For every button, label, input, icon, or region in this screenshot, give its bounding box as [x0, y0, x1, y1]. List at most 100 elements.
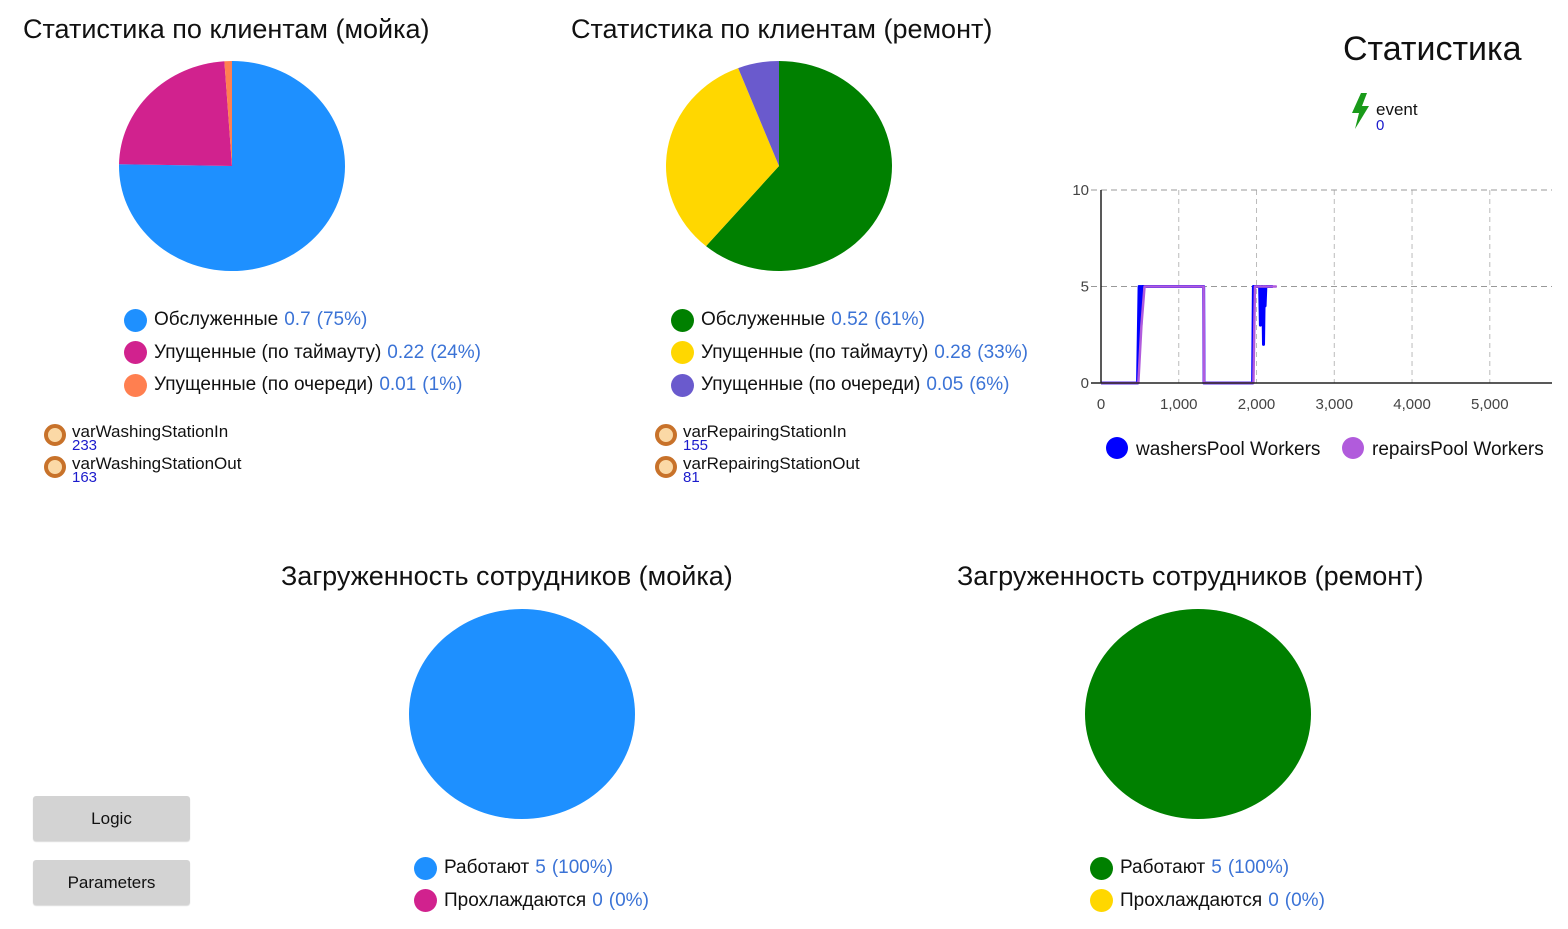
legend-swatch — [1090, 856, 1113, 880]
legend-swatch — [1342, 437, 1364, 459]
legend-item: Упущенные (по таймауту) 0.22 (24%) — [124, 337, 481, 370]
legend-value: 0.01 — [379, 374, 417, 396]
legend-percent: (75%) — [316, 309, 368, 331]
legend-label: repairsPool Workers — [1372, 439, 1544, 460]
legend-label: Обслуженные — [154, 309, 279, 331]
repair-staff-legend: Работают 5 (100%) Прохлаждаются 0 (0%) — [1090, 852, 1325, 917]
event-value: 0 — [1376, 117, 1385, 134]
repair-staff-pie — [1085, 609, 1311, 819]
legend-swatch — [414, 856, 437, 880]
legend-label: Упущенные (по очереди) — [154, 374, 374, 396]
variable-value: 163 — [72, 469, 98, 486]
legend-swatch — [124, 341, 147, 365]
legend-item: Прохлаждаются 0 (0%) — [414, 885, 649, 918]
wash-staff-title: Загруженность сотрудников (мойка) — [281, 561, 733, 591]
legend-item: Упущенные (по таймауту) 0.28 (33%) — [671, 337, 1028, 370]
wash-clients-legend: Обслуженные 0.7 (75%) Упущенные (по тайм… — [124, 304, 481, 402]
legend-swatch — [124, 308, 147, 332]
legend-label: Обслуженные — [701, 309, 826, 331]
wash-clients-pie — [119, 61, 345, 271]
variable-icon — [44, 424, 66, 446]
variable-value: 155 — [683, 437, 709, 454]
legend-value: 5 — [1211, 857, 1222, 879]
wash-staff-pie — [409, 609, 635, 819]
repair-staff-title: Загруженность сотрудников (ремонт) — [957, 561, 1424, 591]
legend-item: washersPool Workers — [1106, 437, 1320, 460]
legend-label: Упущенные (по очереди) — [701, 374, 921, 396]
legend-percent: (61%) — [874, 309, 925, 331]
legend-label: Упущенные (по таймауту) — [701, 341, 929, 363]
stats-line-chart: 0 1,000 2,000 3,000 4,000 5,000 0 5 10 washersPo… — [1072, 182, 1552, 460]
variable-name: varWashingStationOut — [72, 454, 242, 473]
legend-value: 0.52 — [831, 309, 869, 331]
pie-slice — [409, 609, 635, 819]
legend-item: Упущенные (по очереди) 0.05 (6%) — [671, 369, 1028, 402]
legend-item: Упущенные (по очереди) 0.01 (1%) — [124, 369, 481, 402]
x-tick-label: 2,000 — [1238, 396, 1276, 413]
legend-swatch — [1106, 437, 1128, 459]
event-label: event — [1376, 100, 1418, 119]
pie-slice — [666, 68, 779, 247]
legend-value: 0 — [1268, 889, 1279, 911]
y-tick-label: 10 — [1072, 182, 1089, 199]
legend-value: 0.7 — [284, 309, 311, 331]
legend-item: Прохлаждаются 0 (0%) — [1090, 885, 1325, 918]
legend-label: Работают — [444, 857, 530, 879]
series-line — [1101, 285, 1274, 385]
legend-swatch — [671, 373, 694, 397]
legend-item: Работают 5 (100%) — [414, 852, 649, 885]
event-item[interactable]: event 0 — [1350, 92, 1440, 134]
variable-icon — [655, 456, 677, 478]
y-tick-label: 5 — [1081, 279, 1089, 296]
variable-icon — [44, 456, 66, 478]
legend-item: repairsPool Workers — [1342, 437, 1544, 460]
wash-staff-legend: Работают 5 (100%) Прохлаждаются 0 (0%) — [414, 852, 649, 917]
legend-percent: (0%) — [608, 889, 649, 911]
legend-swatch — [124, 373, 147, 397]
legend-label: Прохлаждаются — [444, 889, 587, 911]
y-tick-label: 0 — [1081, 375, 1089, 392]
legend-value: 0 — [592, 889, 603, 911]
legend-item: Обслуженные 0.7 (75%) — [124, 304, 481, 337]
pie-slice — [738, 61, 779, 166]
legend-percent: (100%) — [1227, 857, 1290, 879]
parameters-button[interactable]: Parameters — [33, 860, 190, 905]
repair-clients-title: Статистика по клиентам (ремонт) — [571, 14, 993, 44]
legend-percent: (0%) — [1284, 889, 1325, 911]
legend-label: washersPool Workers — [1135, 439, 1320, 460]
logic-button[interactable]: Logic — [33, 796, 190, 841]
pie-slice — [119, 61, 232, 166]
pie-slice — [224, 61, 232, 166]
repair-clients-legend: Обслуженные 0.52 (61%) Упущенные (по тай… — [671, 304, 1028, 402]
x-tick-label: 5,000 — [1471, 396, 1509, 413]
legend-value: 0.22 — [387, 341, 425, 363]
legend-swatch — [414, 889, 437, 913]
legend-label: Упущенные (по таймауту) — [154, 341, 382, 363]
pie-slice — [706, 61, 892, 271]
x-tick-label: 4,000 — [1393, 396, 1431, 413]
legend-percent: (33%) — [977, 341, 1028, 363]
pie-slice — [1085, 609, 1311, 819]
variable-value: 81 — [683, 469, 700, 486]
variable-icon — [655, 424, 677, 446]
variable-name: varWashingStationIn — [72, 422, 229, 441]
legend-swatch — [671, 341, 694, 365]
legend-value: 0.05 — [926, 374, 964, 396]
legend-percent: (1%) — [422, 374, 463, 396]
variable-name: varRepairingStationIn — [683, 422, 847, 441]
variable-name: varRepairingStationOut — [683, 454, 860, 473]
legend-value: 0.28 — [934, 341, 972, 363]
legend-percent: (100%) — [551, 857, 614, 879]
legend-percent: (6%) — [969, 374, 1010, 396]
stats-title: Статистика — [1343, 30, 1522, 68]
legend-item: Обслуженные 0.52 (61%) — [671, 304, 1028, 337]
legend-swatch — [1090, 889, 1113, 913]
legend-label: Прохлаждаются — [1120, 889, 1263, 911]
legend-value: 5 — [535, 857, 546, 879]
x-tick-label: 0 — [1097, 396, 1105, 413]
legend-label: Работают — [1120, 857, 1206, 879]
x-tick-label: 1,000 — [1160, 396, 1198, 413]
variable-value: 233 — [72, 437, 98, 454]
x-tick-label: 3,000 — [1316, 396, 1354, 413]
lightning-icon — [1352, 93, 1369, 129]
